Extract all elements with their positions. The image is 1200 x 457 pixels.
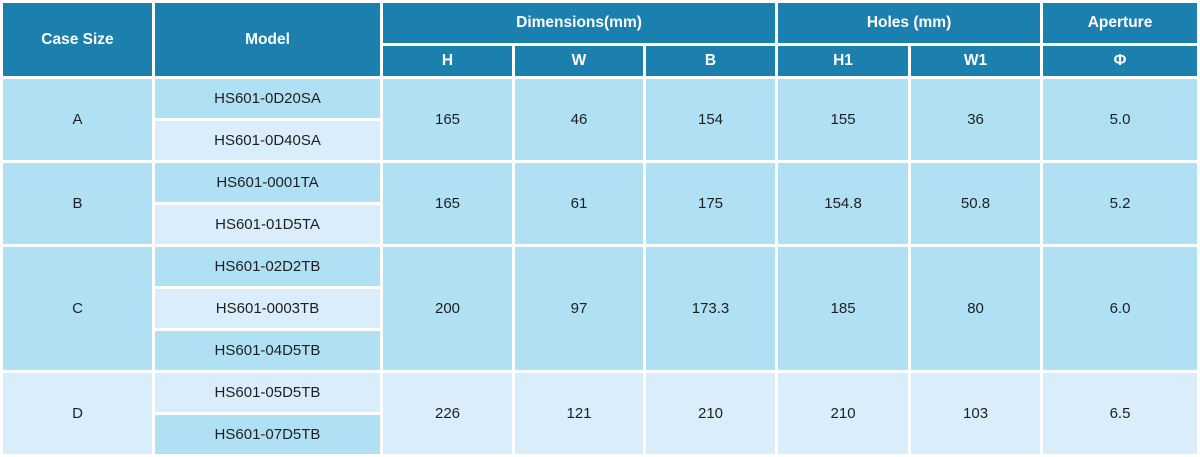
table-row: B HS601-0001TA 165 61 175 154.8 50.8 5.2 — [3, 163, 1198, 244]
table-row: A HS601-0D20SA 165 46 154 155 36 5.0 — [3, 79, 1198, 160]
table-row: C HS601-02D2TB 200 97 173.3 185 80 6.0 — [3, 247, 1198, 370]
b-cell: 210 — [646, 373, 776, 454]
w-cell: 97 — [515, 247, 643, 370]
phi-cell: 5.2 — [1043, 163, 1198, 244]
h1-cell: 185 — [778, 247, 909, 370]
table-row: D HS601-05D5TB 226 121 210 210 103 6.5 — [3, 373, 1198, 454]
header-h: H — [383, 46, 512, 76]
model-cell: HS601-0001TA — [155, 163, 380, 202]
model-cell: HS601-0D40SA — [155, 121, 380, 160]
table-header: Case Size Model Dimensions(mm) Holes (mm… — [3, 3, 1198, 76]
w-cell: 61 — [515, 163, 643, 244]
b-cell: 175 — [646, 163, 776, 244]
header-w: W — [515, 46, 643, 76]
model-cell: HS601-04D5TB — [155, 331, 380, 370]
header-h1: H1 — [778, 46, 909, 76]
header-phi: Φ — [1043, 46, 1198, 76]
header-aperture: Aperture — [1043, 3, 1198, 43]
h-cell: 165 — [383, 79, 512, 160]
h-cell: 226 — [383, 373, 512, 454]
header-case-size: Case Size — [3, 3, 152, 76]
b-cell: 173.3 — [646, 247, 776, 370]
model-cell: HS601-05D5TB — [155, 373, 380, 412]
w1-cell: 50.8 — [911, 163, 1041, 244]
model-cell: HS601-0D20SA — [155, 79, 380, 118]
h-cell: 200 — [383, 247, 512, 370]
w1-cell: 36 — [911, 79, 1041, 160]
header-model: Model — [155, 3, 380, 76]
case-size-cell: A — [3, 79, 152, 160]
h1-cell: 210 — [778, 373, 909, 454]
phi-cell: 6.5 — [1043, 373, 1198, 454]
case-size-cell: C — [3, 247, 152, 370]
header-b: B — [646, 46, 776, 76]
phi-cell: 5.0 — [1043, 79, 1198, 160]
case-size-cell: B — [3, 163, 152, 244]
table-row: HS601-04D5TB — [3, 331, 1197, 370]
table-row: HS601-01D5TA — [3, 205, 1197, 244]
model-cell: HS601-01D5TA — [155, 205, 380, 244]
header-dimensions-group: Dimensions(mm) — [383, 3, 776, 43]
model-cell: HS601-02D2TB — [155, 247, 380, 286]
h1-cell: 154.8 — [778, 163, 909, 244]
case-size-cell: D — [3, 373, 152, 454]
model-cell: HS601-07D5TB — [155, 415, 380, 454]
header-w1: W1 — [911, 46, 1041, 76]
table-row: HS601-0003TB — [3, 289, 1197, 328]
h1-cell: 155 — [778, 79, 909, 160]
table-row: HS601-0D40SA — [3, 121, 1197, 160]
w-cell: 46 — [515, 79, 643, 160]
w1-cell: 103 — [911, 373, 1041, 454]
header-row-groups: Case Size Model Dimensions(mm) Holes (mm… — [3, 3, 1198, 76]
w-cell: 121 — [515, 373, 643, 454]
header-row-sub: H W B H1 W1 Φ — [3, 46, 1198, 76]
w1-cell: 80 — [911, 247, 1041, 370]
b-cell: 154 — [646, 79, 776, 160]
model-cell: HS601-0003TB — [155, 289, 380, 328]
table-body: A HS601-0D20SA 165 46 154 155 36 5.0 HS6… — [3, 79, 1198, 454]
h-cell: 165 — [383, 163, 512, 244]
phi-cell: 6.0 — [1043, 247, 1198, 370]
header-holes-group: Holes (mm) — [778, 3, 1041, 43]
